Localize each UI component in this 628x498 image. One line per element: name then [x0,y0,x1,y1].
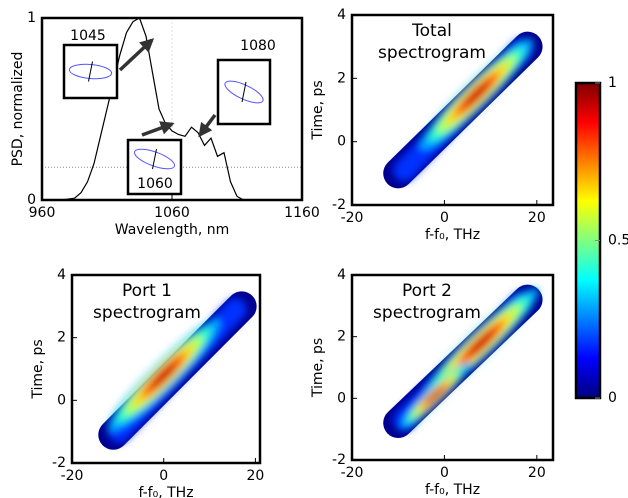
axis-cross [152,148,157,170]
inset [216,58,272,126]
y-tick-label: 1 [27,10,36,26]
y-axis-label: Time, ps [30,339,46,399]
y-tick-label: -2 [332,452,346,468]
panel-title: Total [411,21,452,41]
inset [126,138,183,196]
y-tick-label: 0 [27,192,36,208]
y-tick-label: 0 [57,392,66,408]
spectrogram-image [383,31,543,189]
x-tick-label: 20 [247,468,265,484]
x-tick-label: 0 [440,210,449,226]
y-tick-label: 2 [57,330,66,346]
y-tick-label: 4 [57,267,66,283]
y-tick-label: 2 [337,70,346,86]
x-tick-label: 0 [440,465,449,481]
spectrogram-image [98,291,257,450]
panel-title: spectrogram [373,303,481,323]
y-axis-label: Time, ps [310,80,326,140]
y-axis-label: Time, ps [310,338,326,398]
plot-frame [350,13,555,207]
spectrogram-peak [463,81,491,108]
x-axis-label: f-f₀, THz [425,227,480,243]
spectrogram-peak [150,362,177,389]
x-axis-label: Wavelength, nm [115,222,229,238]
panel-title: Port 1 [122,281,172,301]
spectrogram-peak [427,387,444,403]
y-tick-label: 0 [337,134,346,150]
panel-title: spectrogram [378,43,486,63]
x-tick-label: 20 [528,465,546,481]
inset-label: 1080 [240,38,276,54]
x-tick-label: 20 [528,210,546,226]
x-tick-label: -20 [341,465,364,481]
y-tick-label: 4 [337,267,346,283]
y-axis-label: PSD, normalized [10,52,26,167]
x-tick-label: 1160 [284,205,320,221]
panel-title: spectrogram [93,303,201,323]
x-tick-label: -20 [341,210,364,226]
axis-cross [88,61,93,82]
spectrogram-image [383,284,543,438]
arrow [118,38,155,72]
spectrogram-peak [467,329,495,356]
inset-label: 1045 [70,28,106,44]
x-axis-label: f-f₀, THz [425,482,480,498]
plot-frame [70,273,262,465]
plot-frame [350,273,555,462]
y-tick-label: -2 [332,197,346,213]
panel-title: Port 2 [402,281,452,301]
inset-label: 1060 [137,176,173,192]
y-tick-label: -2 [52,455,66,471]
psd-line [61,17,244,201]
plot-frame [40,16,304,202]
x-tick-label: 1060 [154,205,190,221]
y-tick-label: 2 [337,329,346,345]
arrow [198,113,217,138]
x-tick-label: -20 [61,468,84,484]
spectrogram-core [107,298,247,443]
polarization-ellipse [224,80,264,104]
x-tick-label: 960 [29,205,56,221]
arrow [141,121,175,137]
polarization-ellipse [133,148,176,170]
colorbar-tick-label: 0.5 [608,233,628,249]
colorbar-tick-label: 0 [608,390,617,406]
x-tick-label: 0 [159,468,168,484]
x-axis-label: f-f₀, THz [138,485,193,498]
y-tick-label: 0 [337,390,346,406]
spectrogram-core [393,38,534,182]
polarization-ellipse [68,63,113,80]
spectrogram-core [393,288,539,431]
axis-cross [241,81,247,103]
colorbar-tick-label: 1 [608,75,617,91]
y-tick-label: 4 [337,7,346,23]
